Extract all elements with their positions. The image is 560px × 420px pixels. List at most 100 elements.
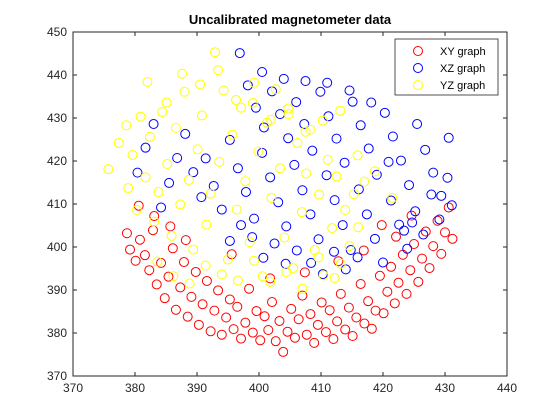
data-point <box>163 271 174 282</box>
data-point <box>296 207 307 218</box>
data-point <box>307 145 318 156</box>
data-point <box>379 107 390 118</box>
data-point <box>144 265 155 276</box>
data-point <box>201 275 212 286</box>
data-point <box>179 86 190 97</box>
legend-label-xz: XZ graph <box>440 63 485 75</box>
data-point <box>242 80 253 91</box>
y-tick-label: 410 <box>47 197 67 211</box>
data-point <box>139 250 150 261</box>
data-point <box>188 244 199 255</box>
data-point <box>297 185 308 196</box>
data-point <box>306 257 317 268</box>
data-point <box>331 133 342 144</box>
data-point <box>418 229 429 240</box>
data-point <box>386 195 397 206</box>
data-point <box>348 189 359 200</box>
data-point <box>409 238 419 249</box>
data-point <box>366 97 377 108</box>
data-point <box>366 323 377 334</box>
data-point <box>162 159 173 170</box>
data-point <box>359 318 370 329</box>
data-point <box>329 272 340 283</box>
data-point <box>249 255 260 266</box>
data-point <box>391 231 402 242</box>
legend-marker-xy <box>413 46 423 56</box>
data-point <box>413 276 424 287</box>
data-point <box>333 256 344 267</box>
data-point <box>428 241 439 252</box>
x-axis: 370 380 390 400 410 420 430 440 <box>63 32 517 395</box>
data-point <box>443 202 454 213</box>
data-point <box>132 167 143 178</box>
data-point <box>291 97 302 108</box>
data-point <box>274 315 285 326</box>
legend: XY graph XZ graph YZ graph <box>394 38 499 96</box>
data-point <box>196 192 207 203</box>
data-point <box>231 94 242 105</box>
data-point <box>420 226 431 237</box>
data-point <box>389 298 400 309</box>
data-point <box>312 319 323 330</box>
data-point <box>236 220 247 231</box>
data-point <box>387 131 398 142</box>
data-point <box>209 47 220 58</box>
data-point <box>228 324 239 335</box>
data-point <box>395 155 406 166</box>
data-point <box>386 261 397 272</box>
data-point <box>324 305 335 316</box>
y-tick-label: 450 <box>47 25 67 39</box>
data-point <box>172 152 183 163</box>
data-point <box>148 119 159 130</box>
data-point <box>258 252 269 263</box>
data-point <box>193 319 204 330</box>
y-tick-label: 400 <box>47 240 67 254</box>
legend-box <box>394 38 499 96</box>
data-point <box>180 235 191 246</box>
data-point <box>344 85 355 96</box>
data-point <box>269 238 280 249</box>
data-point <box>133 200 144 211</box>
data-point <box>244 237 255 248</box>
data-point <box>125 244 136 255</box>
data-point <box>140 172 151 183</box>
data-point <box>363 296 374 307</box>
data-point <box>140 142 151 153</box>
data-point <box>339 157 350 168</box>
data-point <box>144 131 155 142</box>
data-point <box>161 97 172 108</box>
data-point <box>205 326 216 337</box>
data-point <box>247 232 258 243</box>
data-point <box>216 329 227 340</box>
data-point <box>359 176 370 187</box>
data-point <box>329 195 340 206</box>
data-point <box>331 171 342 182</box>
data-point <box>297 283 308 294</box>
x-tick-label: 400 <box>249 381 269 395</box>
data-point <box>328 334 339 345</box>
data-point <box>183 174 194 185</box>
data-point <box>382 286 393 297</box>
data-point <box>316 297 327 308</box>
data-point <box>236 102 247 113</box>
data-point <box>436 190 447 201</box>
data-point <box>121 120 132 131</box>
data-point <box>200 153 211 164</box>
data-point <box>301 168 312 179</box>
data-point <box>297 290 308 301</box>
data-point <box>289 332 300 343</box>
data-point <box>265 172 276 183</box>
data-point <box>224 235 235 246</box>
data-point <box>267 297 278 308</box>
data-point <box>315 86 326 97</box>
data-point <box>305 124 316 135</box>
data-point <box>378 308 389 319</box>
data-point <box>232 301 243 312</box>
data-point <box>192 144 203 155</box>
data-point <box>253 146 264 157</box>
data-point <box>213 65 224 76</box>
data-point <box>332 316 343 327</box>
data-point <box>249 77 260 88</box>
data-point <box>369 166 380 177</box>
